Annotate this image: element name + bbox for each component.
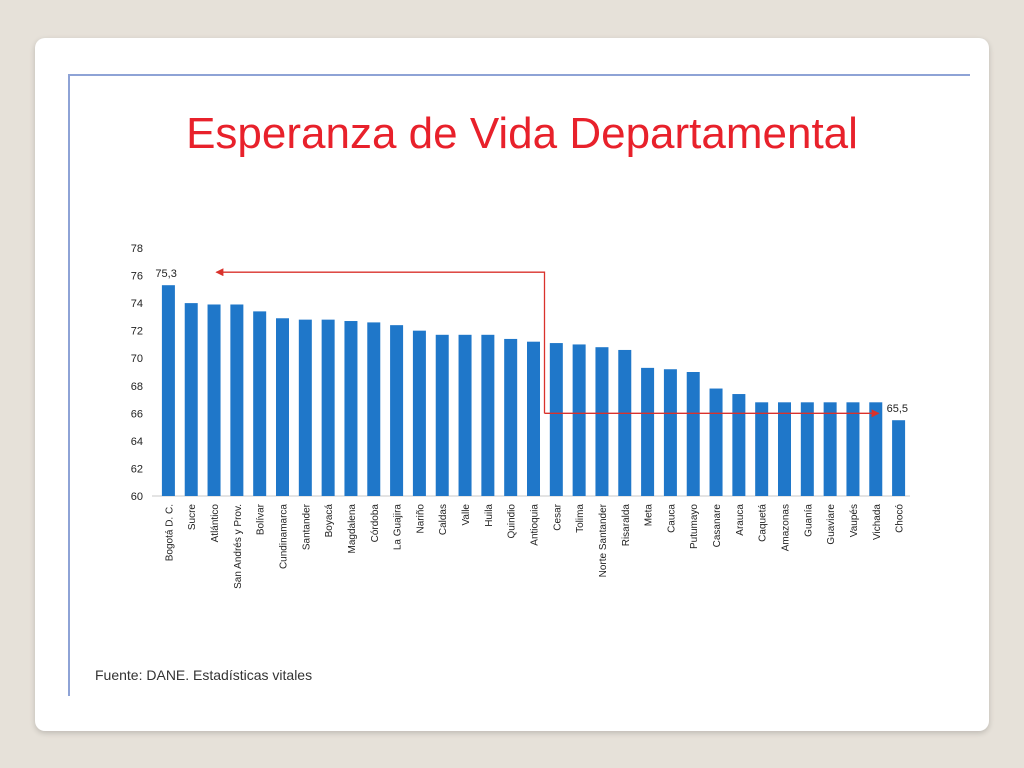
y-tick-label: 64 <box>131 436 143 448</box>
bar <box>663 369 677 496</box>
bar <box>184 303 198 496</box>
bar <box>755 402 769 496</box>
bar <box>390 325 404 496</box>
x-tick-label: Santander <box>301 503 312 550</box>
bar <box>298 319 312 496</box>
bar <box>481 334 495 496</box>
y-tick-label: 74 <box>131 298 143 310</box>
x-tick-label: Huila <box>484 504 495 527</box>
x-tick-label: Quindio <box>507 504 518 539</box>
bar <box>572 344 586 496</box>
bar <box>230 304 244 496</box>
x-tick-label: Caldas <box>438 504 449 535</box>
bar <box>869 402 883 496</box>
y-tick-label: 60 <box>131 491 143 503</box>
x-tick-label: Putumayo <box>689 504 700 549</box>
x-tick-label: Cesar <box>552 503 563 530</box>
x-tick-label: Valle <box>461 504 472 526</box>
bar <box>823 402 837 496</box>
x-tick-label: Guaviare <box>826 504 837 545</box>
x-tick-label: Norte Santander <box>598 503 609 577</box>
bar <box>732 394 746 496</box>
bar <box>504 338 518 496</box>
y-tick-label: 76 <box>131 271 143 283</box>
bar <box>253 311 267 496</box>
slide-title: Esperanza de Vida Departamental <box>186 109 858 158</box>
y-tick-label: 72 <box>131 326 143 338</box>
bar <box>367 322 381 496</box>
x-tick-label: Córdoba <box>370 504 381 543</box>
bar <box>641 367 655 496</box>
y-tick-label: 62 <box>131 463 143 475</box>
x-tick-label: Tolima <box>575 504 586 533</box>
left-rule <box>68 74 70 696</box>
bar <box>846 402 860 496</box>
x-tick-label: Arauca <box>735 504 746 536</box>
x-tick-label: Bogotá D. C. <box>164 504 175 561</box>
x-tick-label: Caquetá <box>758 504 769 542</box>
x-tick-label: Vaupés <box>849 504 860 537</box>
annotations: 75,3 65,5 <box>155 268 908 418</box>
arrow-to-max <box>215 268 546 414</box>
x-tick-labels: Bogotá D. C. Sucre Atlántico San Andrés y P… <box>164 503 905 589</box>
x-tick-label: Chocó <box>895 504 906 533</box>
source-note: Fuente: DANE. Estadísticas vitales <box>95 667 313 683</box>
x-tick-label: Magdalena <box>347 504 358 554</box>
y-tick-label: 78 <box>131 243 143 255</box>
y-tick-label: 66 <box>131 408 143 420</box>
x-tick-label: Risaralda <box>621 504 632 547</box>
bar <box>412 330 426 496</box>
bar <box>527 341 540 496</box>
x-tick-label: Casanare <box>712 504 723 548</box>
x-tick-label: Cauca <box>666 504 677 533</box>
bar <box>618 349 632 496</box>
bars <box>161 285 906 496</box>
bar <box>321 319 335 496</box>
bar <box>207 304 221 496</box>
bar <box>344 321 358 496</box>
x-tick-label: Nariño <box>415 504 426 534</box>
x-tick-label: Amazonas <box>781 504 792 551</box>
x-tick-label: Cundinamarca <box>279 504 290 569</box>
x-tick-label: La Guajira <box>393 504 404 551</box>
x-tick-label: Boyacá <box>324 504 335 538</box>
y-tick-label: 70 <box>131 353 143 365</box>
annotation-max: 75,3 <box>155 268 176 280</box>
x-tick-label: Vichada <box>872 504 883 540</box>
y-tick-label: 68 <box>131 381 143 393</box>
bar <box>435 334 449 496</box>
bar <box>595 347 609 496</box>
x-tick-label: San Andrés y Prov. <box>233 504 244 589</box>
annotation-min: 65,5 <box>887 403 908 415</box>
x-tick-label: Guanía <box>803 504 814 537</box>
bar <box>549 343 563 496</box>
bar <box>276 318 289 496</box>
bar <box>709 388 723 496</box>
y-axis: 60 62 64 66 68 70 72 74 76 78 <box>131 243 910 503</box>
x-tick-label: Meta <box>644 504 655 527</box>
x-tick-label: Sucre <box>187 504 198 531</box>
x-tick-label: Atlántico <box>210 504 221 543</box>
top-rule <box>68 74 970 76</box>
bar <box>161 285 175 496</box>
x-tick-label: Bolívar <box>256 503 267 535</box>
bar <box>686 372 700 496</box>
bar <box>892 420 906 496</box>
x-tick-label: Antioquia <box>530 504 541 546</box>
bar <box>458 334 472 496</box>
bar <box>778 402 791 496</box>
bar <box>800 402 814 496</box>
